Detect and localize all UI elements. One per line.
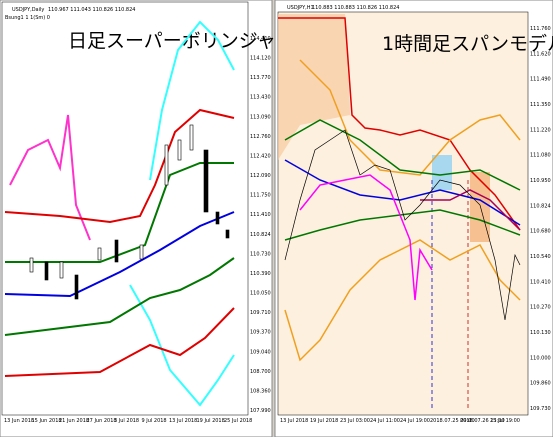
cloud: [432, 155, 452, 190]
date-label: 25 Jul 2018: [224, 418, 252, 424]
candle: [59, 261, 64, 279]
price-label: 114.120: [250, 56, 271, 62]
candle: [74, 274, 79, 300]
price-label: 110.270: [530, 305, 551, 311]
date-label: 3 Jul 2018: [114, 418, 139, 424]
date-label: 24 Jul 11:00: [370, 418, 400, 424]
line: [299, 59, 521, 176]
title: 1時間足スパンモデル: [382, 33, 553, 55]
price-label: 112.090: [250, 173, 271, 179]
date-label: 2018.07.26 13:00: [460, 418, 505, 424]
price-label: 112.420: [250, 153, 271, 159]
date-label: 23 Jul 03:00: [340, 418, 370, 424]
price-label: 111.490: [530, 77, 551, 83]
symbol: USDJPY,Daily: [12, 7, 44, 13]
date-label: 13 Jul 2018: [280, 418, 308, 424]
price-label: 110.680: [530, 229, 551, 235]
candles: [29, 124, 230, 300]
price-label: 110.050: [250, 291, 271, 297]
date-label: 9 Jul 2018: [142, 418, 167, 424]
price-label: 111.760: [530, 26, 551, 32]
symbol: USDJPY,H1: [287, 5, 314, 11]
band: [149, 20, 235, 181]
right-dates: 13 Jul 2018 19 Jul 2018 23 Jul 03:00 24 Jul…: [280, 418, 520, 424]
left-plot: [1, 1, 249, 416]
mid: [4, 211, 235, 298]
indicator: Bsung1 1 1(Sm) 0: [5, 15, 50, 21]
line: [284, 119, 521, 191]
date-label: 13 Jul 2018: [169, 418, 197, 424]
price-label: 113.090: [250, 114, 271, 120]
date-label: 21 Jun 2018: [59, 418, 89, 424]
price-label: 109.040: [250, 349, 271, 355]
price-label: 109.710: [250, 310, 271, 316]
line: [299, 174, 433, 301]
line: [284, 239, 521, 362]
price-label: 110.540: [530, 254, 551, 260]
price-label: 111.220: [530, 127, 551, 133]
candle: [44, 261, 49, 281]
candle: [203, 149, 209, 213]
line: [9, 114, 91, 241]
price-label: 110.000: [530, 355, 551, 361]
date-label: 24 Jul 19:00: [400, 418, 430, 424]
price-label: 108.700: [250, 369, 271, 375]
candle: [225, 229, 230, 239]
price-label: 110.824: [530, 203, 551, 209]
band: [4, 108, 235, 224]
candle: [189, 124, 194, 151]
candle: [177, 139, 182, 161]
date-label: 2018.07.25 09:00: [430, 418, 475, 424]
price-label: 110.730: [250, 251, 271, 257]
right-prices: 111.760 111.620 111.490 111.350 111.220 111.0…: [530, 26, 551, 412]
price-label: 110.390: [250, 271, 271, 277]
price-label: 111.350: [530, 102, 551, 108]
price-label: 110.950: [530, 178, 551, 184]
price-label: 113.430: [250, 95, 271, 101]
candle: [139, 244, 144, 260]
price-label: 112.760: [250, 134, 271, 140]
lines: [278, 17, 521, 362]
price-label: 110.130: [530, 330, 551, 336]
candle: [114, 239, 119, 263]
price-label: 111.750: [250, 193, 271, 199]
candle: [215, 211, 220, 225]
cloud: [278, 14, 350, 160]
ohlc: 110.883 110.883 110.826 110.824: [312, 5, 399, 11]
price-label: 114.410: [250, 36, 271, 42]
band: [4, 257, 235, 336]
price: [284, 129, 521, 321]
price-label: 109.730: [530, 406, 551, 412]
date-label: 19 Jul 2018: [197, 418, 225, 424]
candle: [29, 257, 34, 273]
candle: [97, 247, 102, 261]
date-label: 27 Jun 2018: [87, 418, 117, 424]
price-label: 110.824: [250, 232, 271, 238]
date-label: 13 Jun 2018: [4, 418, 34, 424]
line: [420, 189, 521, 231]
price-label: 109.370: [250, 330, 271, 336]
price-label: 111.080: [530, 153, 551, 159]
date-label: 25 Jul 19:00: [490, 418, 520, 424]
band: [4, 307, 235, 377]
title: 日足スーパーボリンジャー: [68, 30, 295, 52]
ohlc: 110.967 111.043 110.826 110.824: [48, 7, 135, 13]
price-label: 109.860: [530, 381, 551, 387]
price-label: 111.410: [250, 212, 271, 218]
date-label: 15 Jun 2018: [32, 418, 62, 424]
line: [278, 17, 521, 231]
candle: [164, 144, 169, 186]
line: [284, 159, 521, 226]
date-label: 19 Jul 2018: [310, 418, 338, 424]
left-prices: 114.410 114.120 113.770 113.430 113.090 112.7…: [250, 36, 271, 414]
band: [129, 284, 235, 407]
price-label: 110.410: [530, 279, 551, 285]
price-label: 108.360: [250, 388, 271, 394]
price-label: 111.620: [530, 51, 551, 57]
price-label: 113.770: [250, 75, 271, 81]
price-label: 107.990: [250, 408, 271, 414]
